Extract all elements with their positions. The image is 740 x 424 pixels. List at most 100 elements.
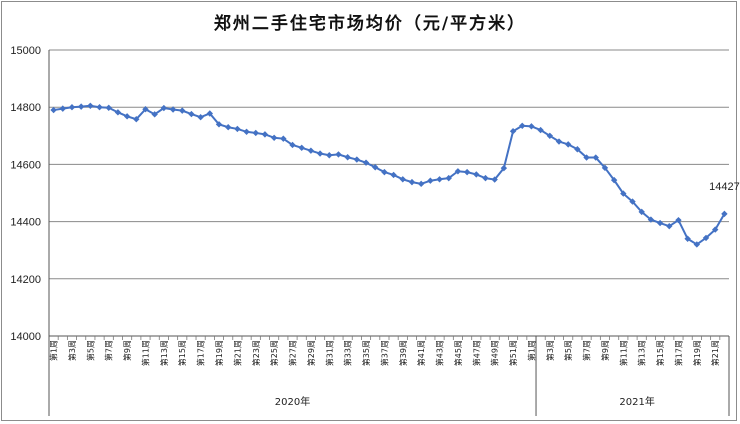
data-point [197,114,204,121]
data-point [307,147,315,154]
data-point [647,216,655,223]
data-point [399,176,406,183]
data-point [666,222,673,230]
data-label: 14427 [709,181,740,193]
data-point [206,110,214,117]
x-tick-label: 第39周 [398,340,408,366]
chart-title: 郑州二手住宅市场均价（元/平方米） [213,14,527,34]
data-point [693,241,701,248]
data-point [583,154,590,161]
data-point [445,174,452,182]
x-tick-label: 第41周 [416,340,426,366]
data-point [77,103,85,110]
data-point [574,146,581,153]
x-tick-label: 第7周 [104,340,114,361]
data-point [261,131,269,138]
data-point [326,152,333,159]
data-point [50,106,57,114]
data-point [546,132,554,139]
x-tick-label: 第21周 [710,340,720,366]
x-tick-label: 第17周 [673,340,683,366]
y-tick-label: 15000 [10,45,41,57]
x-tick-label: 第5周 [85,340,95,361]
data-point [362,159,370,166]
x-tick-label: 第19周 [214,340,224,366]
x-tick-label: 第3周 [67,340,77,361]
data-point [601,164,609,172]
y-tick-label: 14400 [10,217,41,229]
x-tick-label: 第21周 [232,340,242,366]
data-point [188,110,195,118]
data-point [629,198,636,205]
x-tick-label: 第51周 [508,340,518,366]
x-tick-label: 第49周 [490,340,500,366]
data-point [656,219,664,227]
y-tick-label: 14000 [10,331,41,343]
data-point [537,126,544,134]
data-point [684,235,691,242]
x-tick-label: 第19周 [692,340,702,366]
data-point [160,104,168,112]
y-tick-label: 14800 [10,102,41,114]
data-point [123,113,131,120]
data-point [638,208,645,216]
data-point [179,107,186,114]
x-tick-label: 第7周 [582,340,592,361]
x-tick-label: 第47周 [471,340,481,366]
x-tick-label: 第23周 [251,340,261,366]
data-point [133,116,140,123]
data-point [270,134,278,142]
data-point [280,135,287,142]
x-tick-label: 第11周 [618,340,628,366]
data-point [620,190,627,197]
data-point [408,178,416,186]
data-point [142,106,149,113]
data-point [215,121,223,128]
x-tick-label: 第25周 [269,340,279,366]
x-tick-label: 第3周 [545,340,555,361]
x-tick-label: 第9周 [600,340,610,361]
x-tick-label: 第1周 [49,340,59,361]
data-point [353,156,361,163]
x-tick-label: 第27周 [288,340,298,366]
x-tick-label: 第35周 [361,340,371,366]
data-point [252,129,259,137]
data-point [491,176,498,183]
data-point [114,109,122,116]
data-point [381,168,388,176]
data-point [564,141,572,148]
data-point [87,102,94,109]
x-tick-label: 第1周 [526,340,536,361]
data-point [234,125,241,133]
data-point [463,168,471,176]
data-point [316,150,324,157]
y-tick-label: 14600 [10,159,41,171]
data-point [151,111,158,118]
data-point [68,104,76,111]
series-line [53,104,726,246]
data-point [436,176,443,183]
x-tick-label: 第13周 [637,340,647,366]
x-tick-label: 第11周 [140,340,150,366]
x-tick-label: 第13周 [159,340,169,366]
data-point [675,216,682,224]
data-point [482,174,489,182]
x-tick-label: 第33周 [343,340,353,366]
x-tick-label: 第17周 [196,340,206,366]
data-point [592,154,599,161]
y-tick-label: 14200 [10,274,41,286]
data-point [289,141,296,149]
data-point [335,151,342,158]
data-point [702,234,710,242]
data-point [454,168,462,175]
data-point [528,123,535,130]
data-point [169,106,177,113]
data-point [372,164,379,171]
data-point [500,164,508,172]
x-tick-label: 第29周 [306,340,316,366]
x-tick-label: 第37周 [379,340,389,366]
data-point [59,105,66,112]
data-point [224,124,232,131]
